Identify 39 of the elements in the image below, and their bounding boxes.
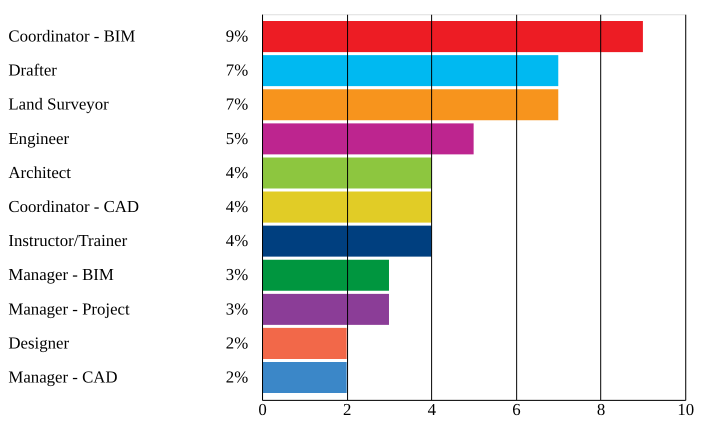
- bar: [262, 123, 474, 154]
- bar: [262, 21, 643, 52]
- x-tick-label: 6: [512, 400, 521, 420]
- x-tick-label: 10: [677, 400, 694, 420]
- x-tick-label: 4: [428, 400, 437, 420]
- data-label: 7%: [226, 60, 248, 80]
- x-tick-label: 8: [596, 400, 606, 420]
- bar: [262, 328, 347, 359]
- bar: [262, 260, 389, 291]
- bar: [262, 226, 432, 257]
- bar: [262, 294, 389, 325]
- data-label: 4%: [226, 231, 248, 250]
- x-tick-label: 0: [258, 400, 267, 420]
- y-tick-label: Manager - BIM: [8, 265, 114, 284]
- bar: [262, 362, 347, 394]
- data-label: 9%: [226, 26, 248, 46]
- y-tick-label: Instructor/Trainer: [8, 231, 128, 250]
- y-tick-label: Coordinator - CAD: [8, 197, 140, 216]
- y-tick-label: Coordinator - BIM: [8, 26, 136, 46]
- y-tick-label: Manager - CAD: [8, 367, 118, 386]
- y-tick-label: Engineer: [8, 128, 70, 148]
- y-tick-label: Architect: [8, 162, 72, 182]
- x-tick-label: 2: [342, 400, 352, 420]
- data-label: 7%: [226, 94, 248, 114]
- bar: [262, 157, 432, 188]
- y-tick-label: Designer: [8, 333, 70, 352]
- data-label: 5%: [226, 128, 248, 148]
- bar: [262, 55, 558, 86]
- y-tick-label: Drafter: [8, 60, 58, 80]
- data-label: 2%: [226, 367, 248, 386]
- y-tick-label: Manager - Project: [8, 299, 130, 318]
- bar: [262, 89, 558, 120]
- data-label: 4%: [226, 197, 248, 216]
- data-label: 4%: [226, 162, 248, 182]
- data-label: 3%: [226, 265, 248, 284]
- y-tick-label: Land Surveyor: [8, 94, 110, 114]
- data-label: 2%: [226, 333, 248, 352]
- data-label: 3%: [226, 299, 248, 318]
- bar: [262, 192, 432, 223]
